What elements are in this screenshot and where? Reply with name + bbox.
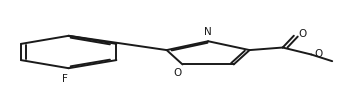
Text: N: N — [204, 27, 212, 37]
Text: O: O — [173, 68, 181, 78]
Text: O: O — [298, 29, 306, 39]
Text: O: O — [315, 49, 323, 59]
Text: F: F — [62, 74, 68, 84]
